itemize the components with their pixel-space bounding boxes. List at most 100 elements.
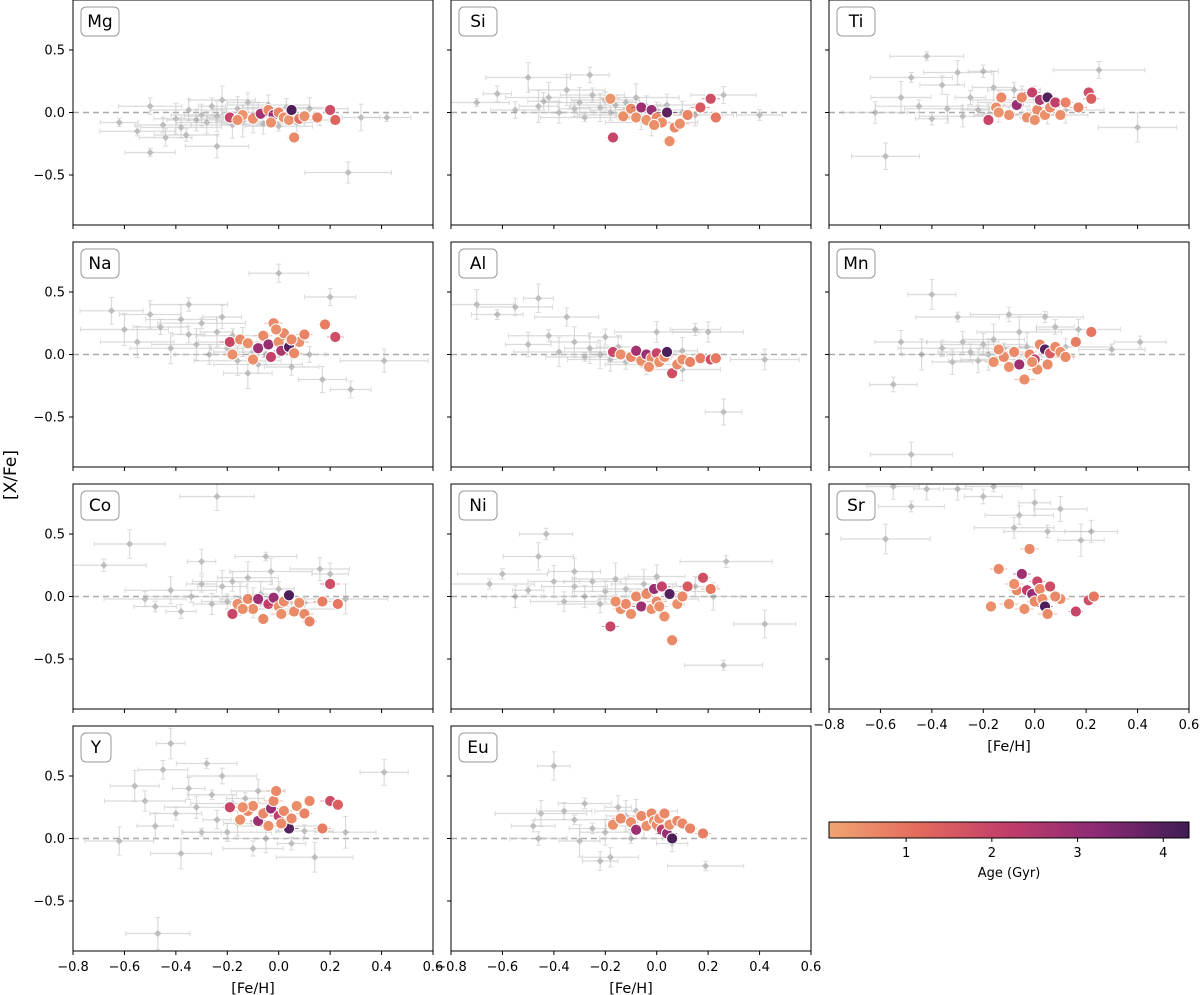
x-tick-label: −0.6 — [865, 718, 897, 733]
sample-star — [1068, 605, 1084, 618]
comparison-point — [1113, 335, 1167, 349]
comparison-point — [547, 557, 602, 586]
sample-star — [601, 620, 620, 633]
comparison-point — [175, 757, 238, 770]
comparison-point — [954, 89, 987, 106]
y-tick-label: 0.0 — [44, 106, 65, 121]
comparison-point — [192, 593, 232, 615]
x-tick-label: 0.6 — [1179, 718, 1200, 733]
plot-area-mg — [73, 85, 433, 184]
sample-star — [266, 591, 281, 604]
sample-star — [615, 110, 632, 123]
y-tick-label: 0.0 — [44, 590, 65, 605]
element-label-box: Ni — [458, 490, 498, 521]
panel-sr: Sr −0.8 −0.6 −0.4 −0.2 0.0 0.2 0.4 0.6 [Fe/H] — [813, 483, 1200, 755]
element-label: Ni — [469, 496, 486, 516]
element-label: Al — [470, 254, 486, 274]
sample-star — [679, 580, 696, 593]
comparison-point — [518, 89, 559, 123]
sample-star — [285, 103, 298, 117]
comparison-point — [155, 727, 186, 760]
element-label: Y — [90, 738, 102, 758]
sample-star — [331, 798, 344, 811]
sample-star — [650, 600, 668, 613]
comparison-point — [153, 102, 199, 135]
comparison-point — [976, 315, 1063, 349]
comparison-point — [915, 311, 1000, 323]
sample-star — [606, 131, 620, 144]
sample-star — [246, 799, 260, 813]
comparison-point — [510, 819, 556, 833]
colorbar-tick-label: 3 — [1073, 846, 1081, 861]
panel-ti: Ti — [825, 0, 1190, 229]
sample-star — [995, 91, 1008, 104]
comparison-point — [73, 558, 147, 572]
comparison-point — [79, 296, 144, 325]
comparison-point — [870, 81, 932, 114]
sample-star — [690, 101, 710, 114]
plot-area-co — [73, 484, 433, 628]
comparison-point — [202, 304, 242, 330]
comparison-point — [919, 75, 965, 95]
sample-star — [694, 827, 712, 840]
comparison-point — [263, 358, 320, 376]
x-axis-label: [Fe/H] — [987, 739, 1031, 755]
plot-area-mn — [829, 279, 1189, 467]
comparison-point — [557, 797, 612, 810]
comparison-point — [534, 307, 600, 327]
sample-star — [645, 103, 658, 117]
sample-star — [708, 111, 723, 124]
sample-star — [1057, 96, 1074, 109]
comparison-point — [869, 72, 953, 83]
sample-star — [263, 116, 279, 129]
comparison-point — [103, 590, 187, 608]
sample-star — [311, 111, 324, 124]
sample-star — [701, 582, 721, 596]
y-tick-label: −0.5 — [33, 895, 65, 910]
comparison-point — [179, 484, 255, 512]
comparison-point — [502, 542, 574, 571]
x-tick-label: −0.2 — [967, 718, 999, 733]
comparison-point — [557, 594, 643, 614]
y-tick-label: 0.5 — [44, 528, 65, 543]
comparison-point — [99, 117, 139, 128]
comparison-point — [523, 283, 554, 313]
comparison-point — [907, 279, 957, 310]
x-tick-label: −0.6 — [109, 960, 141, 975]
sample-star — [257, 612, 270, 626]
comparison-point — [186, 548, 217, 575]
comparison-point — [507, 329, 590, 343]
comparison-point — [202, 809, 232, 830]
x-tick-label: 0.0 — [268, 960, 289, 975]
comparison-point — [534, 814, 615, 825]
sample-star — [1083, 590, 1104, 603]
x-axis-label: [Fe/H] — [231, 981, 275, 995]
sample-star — [282, 333, 302, 346]
y-tick-label: −0.5 — [33, 653, 65, 668]
comparison-point — [117, 97, 183, 116]
comparison-point — [889, 51, 965, 62]
sample-star — [656, 106, 678, 119]
comparison-point — [262, 581, 295, 597]
comparison-point — [339, 348, 429, 373]
comparison-point — [1052, 60, 1146, 80]
sample-star — [677, 108, 698, 122]
sample-star — [991, 106, 1006, 119]
sample-star — [223, 348, 242, 361]
sample-star — [1044, 580, 1057, 593]
comparison-point — [477, 297, 554, 317]
sample-star — [329, 113, 342, 127]
comparison-point — [1064, 519, 1119, 544]
sample-star — [984, 600, 998, 613]
element-label: Ti — [848, 12, 864, 32]
sample-star — [1013, 567, 1031, 581]
comparison-point — [581, 847, 640, 868]
comparison-point — [222, 840, 284, 857]
sample-star — [989, 562, 1008, 576]
comparison-point — [1097, 112, 1178, 143]
sample-star — [666, 367, 679, 380]
colorbar-label: Age (Gyr) — [978, 866, 1041, 881]
comparison-point — [733, 609, 797, 639]
comparison-point — [124, 576, 217, 605]
comparison-point — [922, 60, 993, 85]
